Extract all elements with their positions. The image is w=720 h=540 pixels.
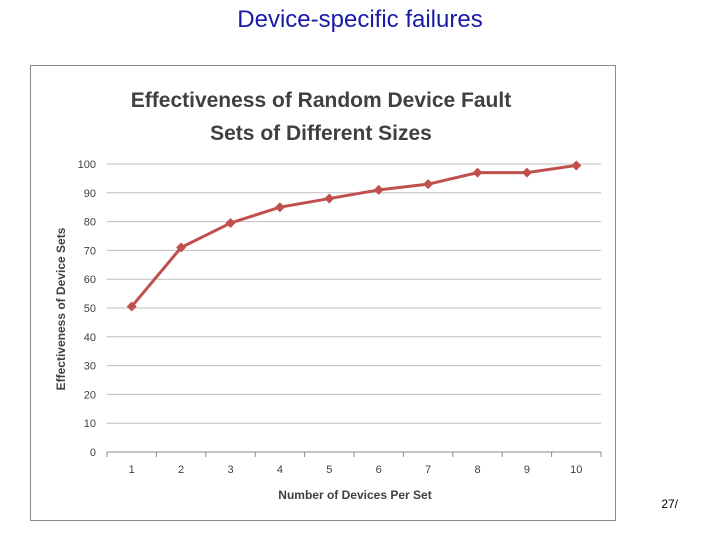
- page-number: 27/: [661, 497, 678, 511]
- y-tick-label: 40: [84, 332, 96, 344]
- y-tick-label: 60: [84, 274, 96, 286]
- data-point-marker: [274, 202, 285, 213]
- y-tick-labels: 0 10 20 30 40 50 60 70 80 90 100: [78, 159, 96, 459]
- y-tick-label: 90: [84, 188, 96, 200]
- series-layer: [126, 160, 582, 312]
- chart-title-line-1: Effectiveness of Random Device Fault: [131, 89, 511, 112]
- data-point-marker: [423, 179, 434, 190]
- x-tick-label: 2: [178, 464, 184, 476]
- data-point-marker: [225, 218, 236, 229]
- y-tick-label: 0: [90, 447, 96, 459]
- x-axis-label: Number of Devices Per Set: [278, 488, 431, 502]
- y-axis-label: Effectiveness of Device Sets: [54, 227, 68, 390]
- series-line: [130, 163, 577, 308]
- y-tick-label: 10: [84, 418, 96, 430]
- grid-lines: [106, 163, 602, 457]
- x-tick-label: 6: [376, 464, 382, 476]
- data-point-marker: [324, 193, 335, 204]
- data-point-marker: [373, 184, 384, 195]
- x-tick-label: 10: [570, 464, 582, 476]
- data-point-marker: [472, 167, 483, 178]
- y-tick-label: 30: [84, 361, 96, 373]
- x-tick-labels: 1 2 3 4 5 6 7 8 9 10: [129, 464, 583, 476]
- x-tick-label: 1: [129, 464, 135, 476]
- line-chart: Effectiveness of Random Device Fault Set…: [54, 89, 602, 502]
- x-tick-label: 3: [227, 464, 233, 476]
- x-tick-label: 8: [474, 464, 480, 476]
- y-tick-label: 20: [84, 389, 96, 401]
- y-tick-label: 70: [84, 245, 96, 257]
- x-tick-label: 4: [277, 464, 283, 476]
- slide-title: Device-specific failures: [237, 6, 483, 33]
- y-tick-label: 100: [78, 159, 96, 171]
- x-tick-label: 7: [425, 464, 431, 476]
- y-tick-label: 80: [84, 217, 96, 229]
- data-point-marker: [521, 167, 532, 178]
- x-tick-label: 9: [524, 464, 530, 476]
- chart-title-line-2: Sets of Different Sizes: [210, 122, 432, 145]
- data-point-marker: [571, 160, 582, 171]
- data-point-marker: [176, 242, 187, 253]
- y-tick-label: 50: [84, 303, 96, 315]
- x-tick-label: 5: [326, 464, 332, 476]
- chart-frame: Effectiveness of Random Device Fault Set…: [30, 65, 616, 521]
- data-point-marker: [126, 301, 137, 312]
